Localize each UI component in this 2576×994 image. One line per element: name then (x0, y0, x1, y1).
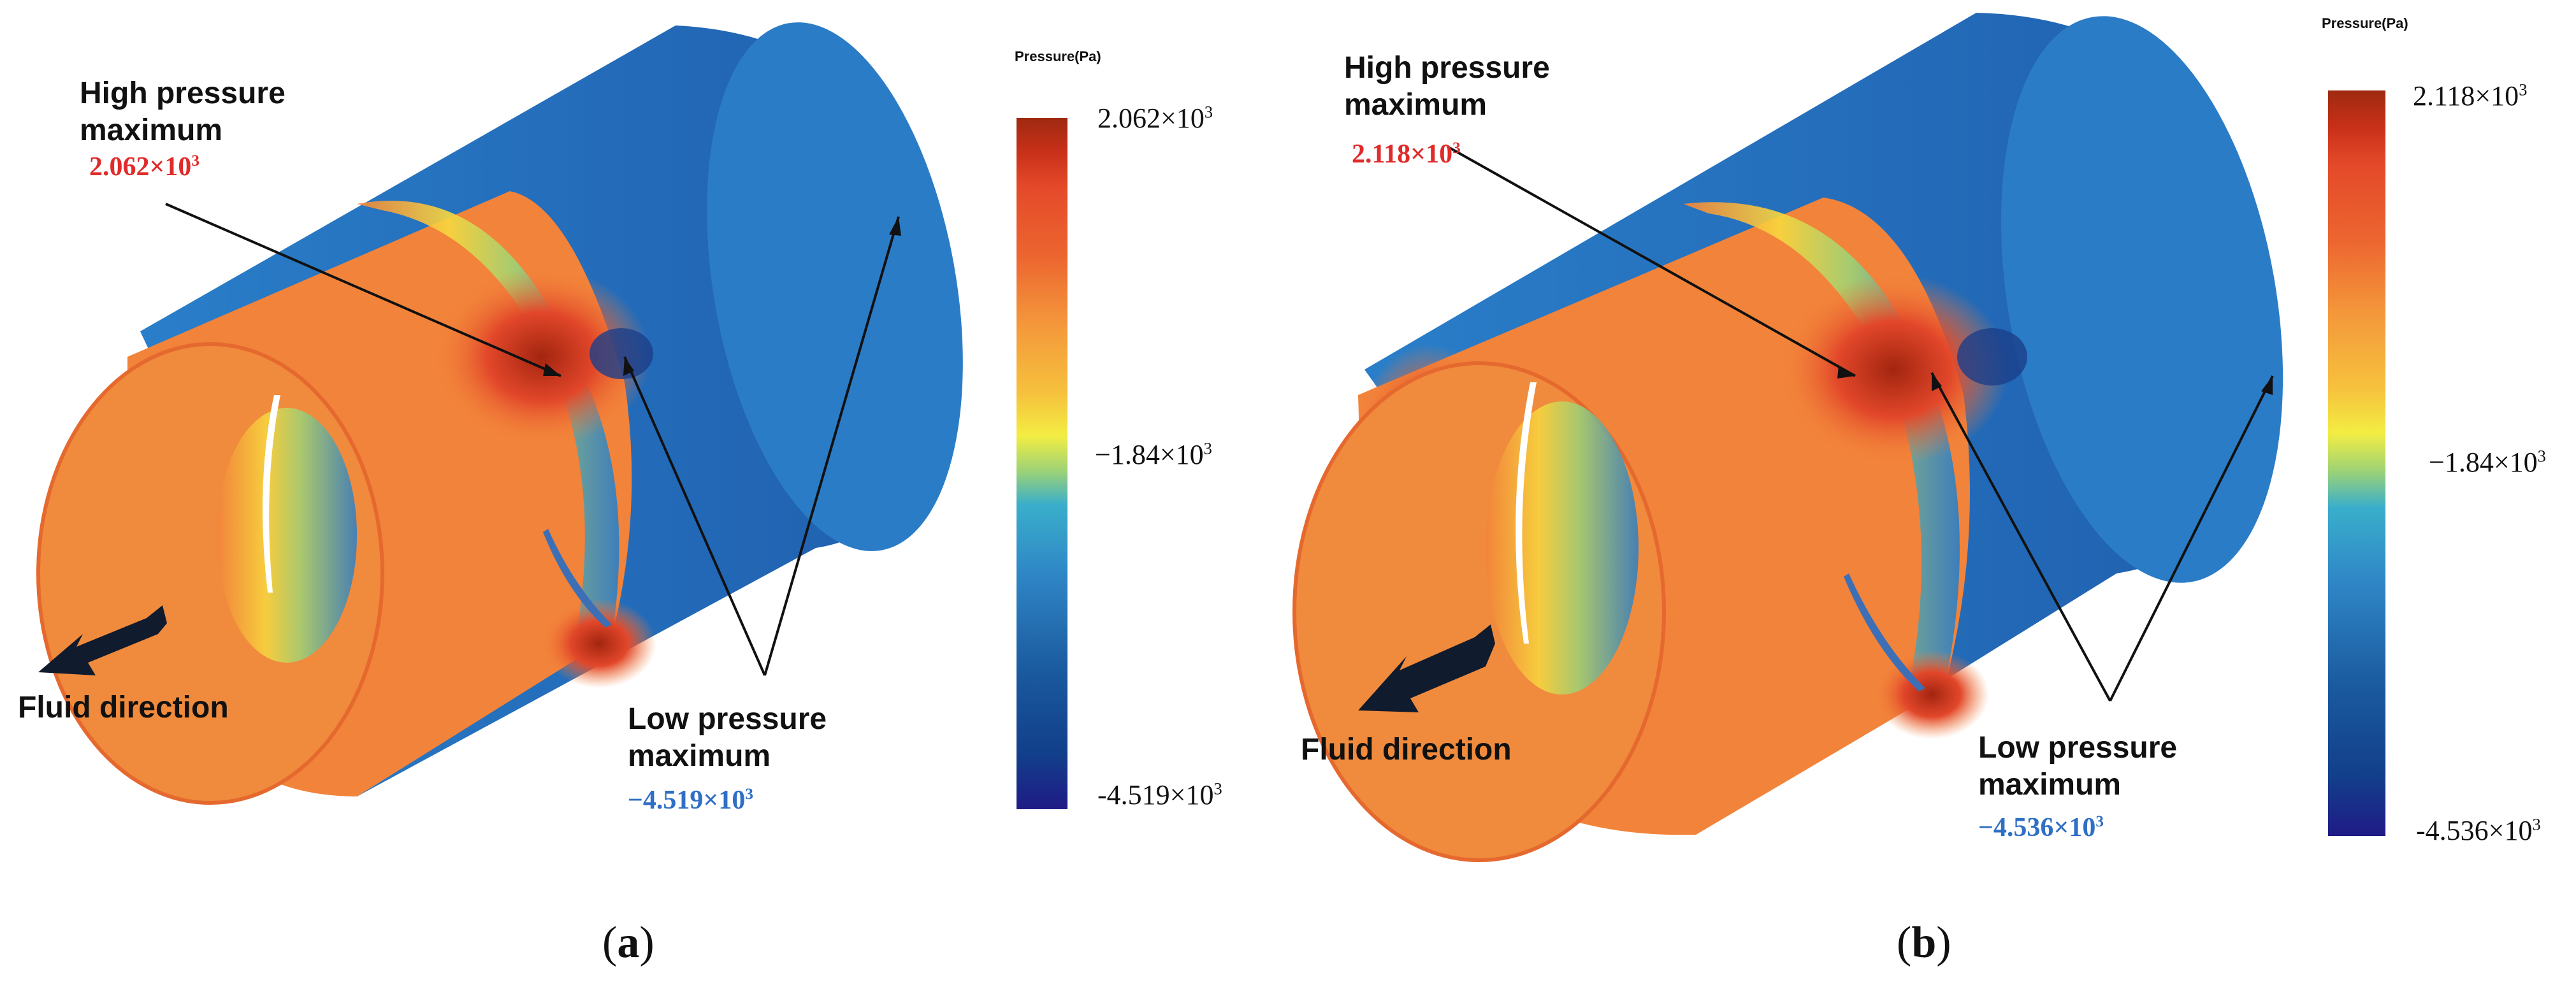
colorbar-mid-tick: −1.84×103 (1095, 438, 1212, 470)
low-pressure-leader-2 (763, 216, 900, 676)
high-pressure-zone (433, 268, 650, 446)
blade-edge (543, 529, 612, 628)
high-pressure-zone (1779, 274, 2008, 465)
panel-caption: (a) (602, 918, 655, 967)
low-pressure-value: −4.536×103 (1978, 813, 2104, 842)
low-pressure-zone (1957, 328, 2027, 385)
high-pressure-leader (165, 203, 561, 377)
colorbar-max-tick: 2.062×103 (1097, 102, 1213, 134)
low-pressure-value: −4.519×103 (628, 786, 753, 815)
high-pressure-label: High pressure maximum (80, 76, 286, 147)
cylinder-end-cap (707, 22, 963, 551)
inner-blade-shadow (1486, 401, 1639, 695)
blade-slot (263, 395, 280, 593)
blade-edge (1844, 573, 1925, 691)
low-pressure-leader-1 (1930, 372, 2111, 702)
high-pressure-value: 2.062×103 (89, 152, 200, 182)
colorbar-mid-tick: −1.84×103 (2429, 446, 2546, 478)
high-pressure-label: High pressure maximum (1344, 51, 1550, 122)
lower-hot-zone (542, 599, 656, 688)
low-pressure-label: Low pressure maximum (1978, 731, 2178, 802)
panel-b: High pressure maximum 2.118×103 Low pres… (1288, 0, 2576, 994)
low-pressure-leader-1 (623, 356, 766, 676)
colorbar (1017, 118, 1067, 809)
low-pressure-leader-2 (2109, 375, 2274, 702)
colorbar-min-tick: -4.536×103 (2416, 814, 2541, 846)
fluid-direction-arrow (1358, 624, 1495, 712)
high-pressure-leader (1447, 145, 1856, 377)
inner-blade-shadow (217, 408, 357, 663)
high-pressure-value: 2.118×103 (1352, 140, 1461, 169)
colorbar-title: Pressure(Pa) (1015, 48, 1101, 64)
colorbar (2328, 90, 2385, 836)
panel-caption: (b) (1897, 918, 1951, 967)
lower-hot-zone (1874, 650, 1989, 739)
cylinder-end-cap (2001, 16, 2283, 583)
blade-slot (1516, 382, 1537, 644)
fluid-direction-label: Fluid direction (1301, 733, 1512, 767)
fluid-direction-label: Fluid direction (18, 691, 229, 724)
panel-a: High pressure maximum 2.062×103 Low pres… (18, 22, 1222, 967)
pipe-pressure-contour (36, 22, 1067, 809)
colorbar-title: Pressure(Pa) (2322, 15, 2408, 31)
fluid-direction-arrow (38, 605, 167, 675)
colorbar-min-tick: -4.519×103 (1097, 779, 1222, 810)
colorbar-max-tick: 2.118×103 (2413, 80, 2528, 112)
low-pressure-zone (590, 328, 653, 379)
pipe-pressure-contour (1292, 13, 2385, 862)
low-pressure-label: Low pressure maximum (628, 702, 827, 773)
